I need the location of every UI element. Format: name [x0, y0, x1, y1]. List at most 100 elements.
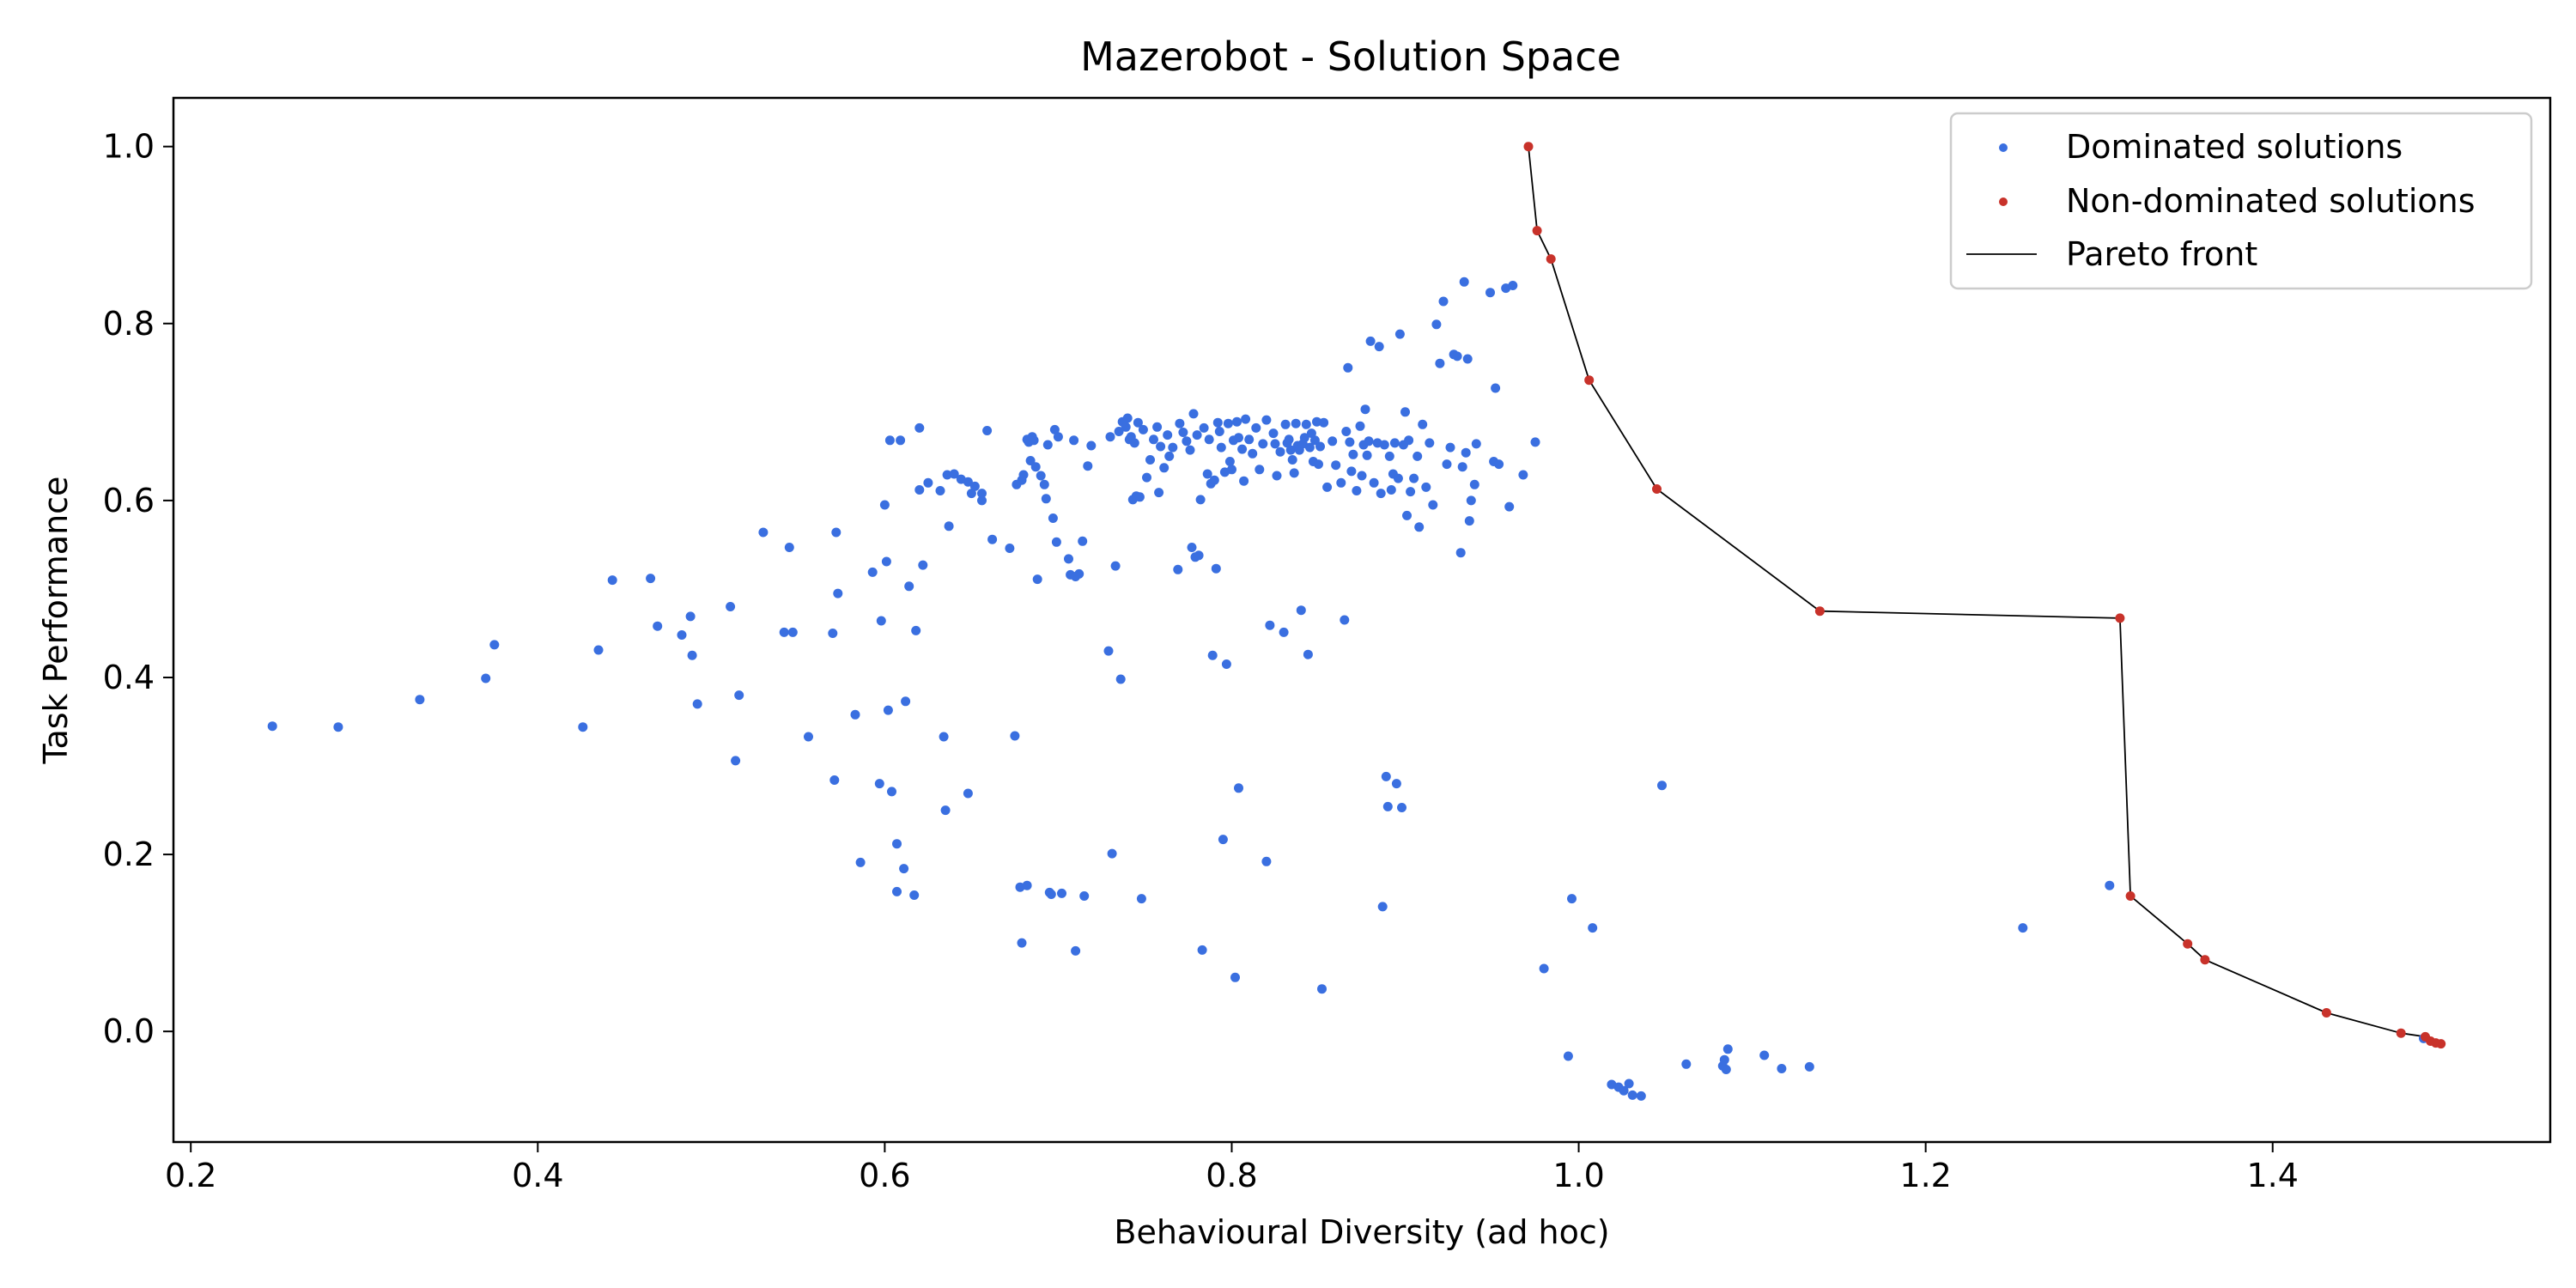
dominated-point: [1134, 492, 1145, 502]
y-axis-label: Task Performance: [37, 477, 75, 765]
dominated-point: [1202, 469, 1212, 479]
dominated-point: [1114, 427, 1124, 436]
dominated-point: [1029, 435, 1039, 446]
dominated-point: [1365, 336, 1376, 346]
dominated-point: [1374, 342, 1384, 352]
x-axis-ticks: 0.2 0.4 0.6 0.8 1.0 1.2 1.4: [165, 1142, 2299, 1194]
dominated-point: [1152, 422, 1163, 432]
dominated-point: [1051, 537, 1061, 547]
dominated-point: [879, 500, 890, 510]
non-dominated-point: [2396, 1028, 2406, 1038]
dominated-point: [1261, 856, 1272, 866]
dominated-point: [904, 581, 914, 592]
dominated-point: [1563, 1051, 1573, 1061]
dominated-point: [1195, 495, 1206, 505]
dominated-point: [1185, 445, 1195, 455]
dominated-point: [1197, 945, 1207, 955]
dominated-point: [1340, 615, 1350, 625]
dominated-point: [909, 890, 920, 900]
dominated-point: [1327, 436, 1338, 447]
dominated-point: [779, 627, 789, 637]
dominated-point: [804, 732, 813, 742]
dominated-point: [914, 485, 925, 495]
legend-marker-dominated: [1999, 143, 2008, 152]
dominated-point: [1214, 427, 1224, 436]
dominated-point: [1624, 1078, 1634, 1089]
dominated-point: [1394, 329, 1405, 339]
dominated-point: [867, 567, 878, 577]
dominated-point: [1053, 432, 1063, 442]
dominated-point: [1345, 437, 1355, 447]
dominated-point: [784, 543, 794, 552]
dominated-point: [1192, 430, 1202, 440]
dominated-point: [1343, 362, 1353, 373]
dominated-point: [1539, 963, 1549, 974]
dominated-point: [914, 422, 925, 433]
dominated-point: [1110, 561, 1121, 571]
legend: Dominated solutions Non-dominated soluti…: [1949, 112, 2533, 290]
y-tick-label: 0.2: [103, 835, 155, 873]
dominated-point: [949, 469, 959, 479]
dominated-point: [787, 627, 798, 637]
dominated-point: [1244, 434, 1255, 445]
chart-title: Mazerobot - Solution Space: [1080, 33, 1621, 80]
dominated-point: [1074, 568, 1084, 579]
dominated-point: [911, 625, 921, 635]
dominated-point: [942, 470, 952, 480]
dominated-point: [1268, 428, 1279, 439]
dominated-point: [874, 779, 884, 789]
dominated-point: [1759, 1050, 1770, 1060]
dominated-point: [1296, 605, 1306, 616]
x-tick-label: 0.6: [859, 1157, 910, 1194]
dominated-point: [829, 775, 840, 785]
dominated-point: [1030, 462, 1041, 472]
x-tick-label: 1.0: [1552, 1157, 1604, 1194]
dominated-point: [1530, 437, 1540, 447]
dominated-point: [1452, 351, 1462, 361]
dominated-point: [1057, 888, 1066, 898]
dominated-point: [1445, 442, 1455, 453]
dominated-point: [1402, 510, 1412, 520]
dominated-point: [1400, 407, 1410, 417]
dominated-point: [1299, 433, 1309, 443]
dominated-point: [1083, 461, 1093, 471]
dominated-point: [489, 640, 500, 650]
dominated-point: [653, 621, 663, 631]
dominated-point: [1627, 1090, 1637, 1100]
dominated-point: [1258, 439, 1268, 449]
dominated-point: [901, 696, 911, 707]
dominated-point: [1048, 513, 1058, 523]
y-axis-ticks: 0.0 0.2 0.4 0.6 0.8 1.0: [103, 128, 173, 1050]
dominated-point: [1377, 902, 1388, 912]
dominated-point: [850, 709, 860, 720]
dominated-point: [677, 630, 687, 640]
dominated-point: [1251, 422, 1261, 433]
dominated-point: [1227, 465, 1236, 475]
dominated-point: [333, 722, 343, 732]
dominated-point: [1224, 457, 1235, 466]
dominated-point: [1022, 880, 1032, 890]
dominated-point: [1241, 414, 1251, 424]
dominated-point: [1588, 923, 1598, 933]
dominated-point: [1314, 459, 1323, 470]
dominated-point: [1425, 438, 1435, 448]
y-tick-label: 0.4: [103, 659, 155, 696]
dominated-point: [1173, 564, 1183, 574]
dominated-point: [1234, 433, 1243, 443]
dominated-point: [1315, 441, 1325, 452]
dominated-point: [1168, 442, 1178, 453]
dominated-point: [1386, 485, 1396, 495]
dominated-point: [1149, 434, 1158, 445]
dominated-point: [1086, 440, 1097, 451]
dominated-point: [1078, 536, 1088, 546]
dominated-point: [1384, 451, 1394, 461]
dominated-point: [1212, 417, 1223, 428]
dominated-point: [1025, 456, 1036, 465]
dominated-point: [939, 732, 949, 742]
dominated-point: [923, 477, 933, 488]
dominated-point: [1103, 646, 1114, 656]
legend-box: [1949, 112, 2533, 290]
non-dominated-point: [1523, 142, 1534, 152]
y-tick-label: 0.6: [103, 482, 155, 519]
dominated-point: [1317, 984, 1327, 994]
